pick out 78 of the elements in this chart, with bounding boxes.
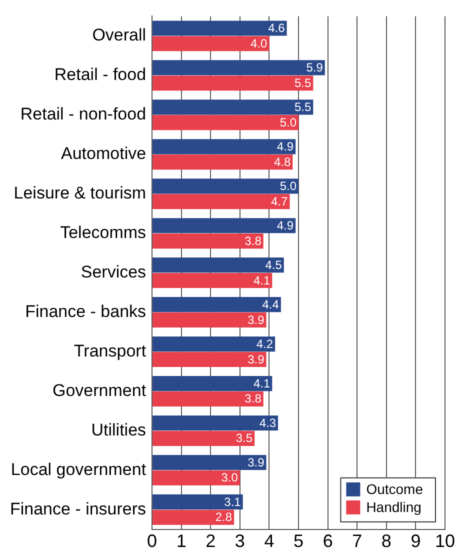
data-label: 4.0	[250, 36, 268, 50]
x-tick-label: 10	[434, 531, 456, 552]
x-tick-label: 5	[294, 531, 304, 552]
bar	[152, 391, 264, 406]
data-label: 5.5	[294, 100, 312, 114]
data-label: 2.8	[215, 510, 232, 524]
legend-label: Handling	[366, 498, 422, 515]
data-label: 3.9	[248, 312, 265, 327]
legend-label: Outcome	[366, 480, 424, 497]
bar	[152, 76, 314, 91]
y-tick-label: Retail - food	[54, 65, 146, 84]
bar	[152, 454, 266, 470]
bar	[152, 510, 234, 525]
data-label: 4.8	[274, 154, 291, 169]
bar	[152, 376, 272, 392]
bar	[152, 272, 272, 288]
bar	[152, 178, 299, 194]
data-label: 5.0	[280, 178, 297, 193]
data-label: 3.5	[236, 431, 253, 446]
bar	[152, 154, 293, 170]
x-tick-label: 7	[352, 531, 362, 552]
bar	[152, 233, 264, 249]
bar	[152, 297, 281, 312]
data-label: 4.1	[253, 273, 270, 288]
bar	[152, 139, 296, 154]
y-tick-label: Services	[80, 262, 146, 282]
bar	[152, 470, 240, 486]
data-label: 3.0	[221, 470, 238, 485]
data-label: 4.5	[265, 258, 282, 272]
data-label: 5.9	[306, 60, 324, 75]
bar	[152, 494, 243, 510]
y-tick-label: Automotive	[61, 144, 146, 164]
y-tick-label: Transport	[74, 341, 146, 360]
data-label: 5.5	[294, 76, 312, 90]
y-tick-label: Finance - insurers	[10, 499, 146, 518]
bar	[152, 36, 270, 52]
y-tick-label: Overall	[92, 26, 146, 45]
data-label: 3.8	[244, 392, 262, 406]
data-label: 4.7	[271, 194, 288, 208]
data-label: 4.4	[262, 297, 280, 312]
bar	[152, 415, 278, 431]
x-tick-label: 4	[264, 531, 274, 552]
data-label: 4.6	[268, 21, 286, 36]
data-label: 4.2	[256, 336, 274, 351]
data-label: 4.3	[259, 416, 276, 430]
y-tick-label: Government	[52, 380, 146, 400]
bar	[152, 352, 266, 367]
data-label: 4.9	[276, 139, 294, 154]
y-tick-label: Utilities	[91, 420, 146, 440]
bar	[152, 115, 299, 130]
data-label: 4.1	[253, 376, 270, 390]
x-tick-label: 2	[206, 531, 216, 552]
bar	[152, 336, 276, 352]
bar	[152, 258, 284, 273]
bar	[152, 430, 255, 446]
data-label: 3.1	[224, 494, 242, 509]
y-tick-label: Retail - non-food	[20, 104, 146, 124]
bar	[152, 100, 314, 115]
x-tick-label: 3	[234, 531, 245, 552]
data-label: 3.9	[248, 352, 265, 366]
x-tick-label: 6	[322, 531, 333, 552]
bar	[152, 60, 325, 76]
y-tick-label: Finance - banks	[25, 302, 146, 321]
y-tick-label: Leisure & tourism	[14, 184, 146, 203]
bar	[152, 20, 287, 36]
x-tick-label: 8	[381, 531, 392, 552]
bar	[152, 218, 296, 234]
y-tick-label: Local government	[10, 460, 146, 479]
bar	[152, 194, 290, 210]
data-label: 5.0	[280, 115, 297, 130]
x-tick-label: 0	[147, 531, 158, 552]
data-label: 3.8	[244, 234, 262, 248]
data-label: 4.9	[276, 218, 294, 232]
data-label: 3.9	[248, 455, 265, 470]
x-tick-label: 9	[410, 531, 421, 552]
y-tick-label: Telecomms	[60, 223, 146, 242]
bar	[152, 312, 266, 328]
x-tick-label: 1	[176, 531, 186, 552]
